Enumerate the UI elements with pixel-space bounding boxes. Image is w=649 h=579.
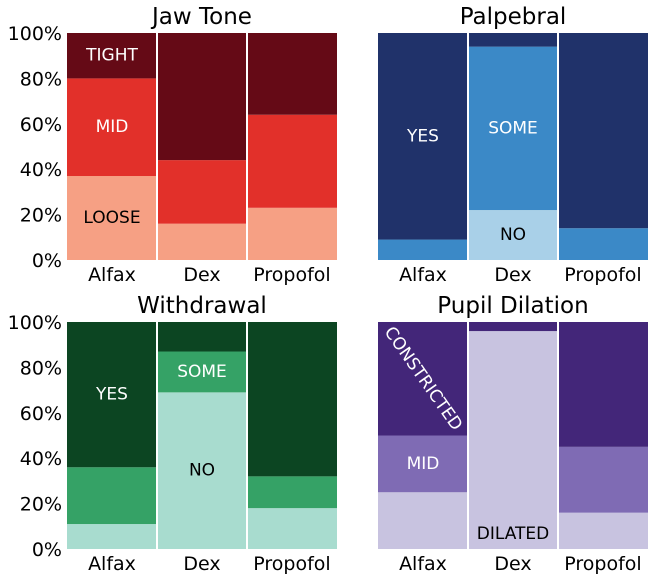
bar-segment-some-dex — [468, 46, 558, 211]
bar-segment-dilated-dex — [468, 331, 558, 549]
y-tick-label: 40% — [20, 448, 62, 470]
series-label-no: NO — [500, 225, 526, 245]
series-label-mid: MID — [407, 454, 440, 474]
bar-segment-dilated-propofol — [558, 512, 648, 549]
series-label-some: SOME — [488, 118, 538, 138]
bar-segment-some-propofol — [558, 228, 648, 260]
series-label-loose: LOOSE — [83, 208, 140, 228]
bar-segment-loose-propofol — [247, 207, 337, 260]
bar-segment-tight-propofol — [247, 33, 337, 115]
bar-segment-yes-alfax — [378, 33, 468, 240]
category-label-propofol: Propofol — [253, 264, 330, 286]
series-label-yes: YES — [406, 126, 439, 146]
chart-title: Palpebral — [460, 4, 567, 30]
bar-segment-yes-propofol — [247, 322, 337, 477]
bar-segment-loose-dex — [157, 223, 247, 260]
bar-segment-no-propofol — [247, 508, 337, 549]
category-label-dex: Dex — [494, 264, 531, 286]
bar-segment-mid-propofol — [247, 114, 337, 208]
y-tick-label: 0% — [32, 539, 62, 561]
bar-segment-some-propofol — [247, 476, 337, 509]
y-tick-label: 100% — [8, 312, 62, 334]
category-label-dex: Dex — [183, 264, 220, 286]
bar-segment-yes-dex — [468, 33, 558, 47]
bar-segment-yes-propofol — [558, 33, 648, 229]
category-label-alfax: Alfax — [399, 264, 447, 286]
chart-title: Jaw Tone — [150, 4, 252, 30]
y-tick-label: 0% — [32, 250, 62, 272]
bar-segment-mid-alfax — [378, 435, 468, 493]
y-tick-label: 100% — [8, 23, 62, 45]
bar-segment-mid-dex — [157, 160, 247, 224]
bar-segment-no-dex — [157, 392, 247, 549]
bar-segment-no-alfax — [67, 524, 157, 549]
series-label-no: NO — [189, 461, 215, 481]
bar-segment-tight-dex — [157, 33, 247, 161]
panel-palpebral: Palpebral Alfax Dex Propofol NO SOME YES — [378, 4, 648, 286]
bar-segment-loose-alfax — [67, 176, 157, 260]
bar-segment-yes-dex — [157, 322, 247, 352]
y-tick-label: 20% — [20, 205, 62, 227]
y-tick-label: 20% — [20, 494, 62, 516]
bar-segment-constricted-dex — [468, 322, 558, 332]
bar-segment-mid-alfax — [67, 78, 157, 177]
series-label-dilated: DILATED — [477, 524, 550, 544]
bar-segment-some-alfax — [378, 239, 468, 260]
bar-segment-tight-alfax — [67, 33, 157, 79]
series-label-yes: YES — [95, 385, 128, 405]
category-label-alfax: Alfax — [399, 553, 447, 575]
bar-segment-dilated-alfax — [378, 492, 468, 549]
panel-pupil-dilation: Pupil Dilation Alfax Dex Propofol DILATED MID… — [378, 293, 648, 575]
bar-segment-constricted-alfax — [378, 322, 468, 436]
series-label-mid: MID — [96, 117, 129, 137]
category-label-propofol: Propofol — [253, 553, 330, 575]
bar-segment-some-dex — [157, 351, 247, 393]
panel-jaw-tone: Jaw Tone 100% 80% 60% 40% 20% 0% Alfax Dex Propof… — [8, 4, 337, 286]
chart-title: Withdrawal — [137, 293, 267, 319]
bar-segment-no-dex — [468, 210, 558, 260]
y-tick-label: 80% — [20, 357, 62, 379]
category-label-dex: Dex — [494, 553, 531, 575]
series-label-tight: TIGHT — [85, 46, 138, 66]
category-label-alfax: Alfax — [88, 553, 136, 575]
category-label-dex: Dex — [183, 553, 220, 575]
bar-segment-constricted-propofol — [558, 322, 648, 447]
y-tick-label: 60% — [20, 403, 62, 425]
panel-withdrawal: Withdrawal 100% 80% 60% 40% 20% 0% Alfax Dex Prop… — [8, 293, 337, 575]
y-tick-label: 80% — [20, 68, 62, 90]
category-label-propofol: Propofol — [564, 553, 641, 575]
category-label-alfax: Alfax — [88, 264, 136, 286]
y-tick-label: 40% — [20, 159, 62, 181]
chart-title: Pupil Dilation — [437, 293, 588, 319]
series-label-some: SOME — [177, 362, 227, 382]
bar-segment-some-alfax — [67, 467, 157, 525]
category-label-propofol: Propofol — [564, 264, 641, 286]
y-tick-label: 60% — [20, 114, 62, 136]
bar-segment-mid-propofol — [558, 446, 648, 513]
bar-segment-yes-alfax — [67, 322, 157, 468]
